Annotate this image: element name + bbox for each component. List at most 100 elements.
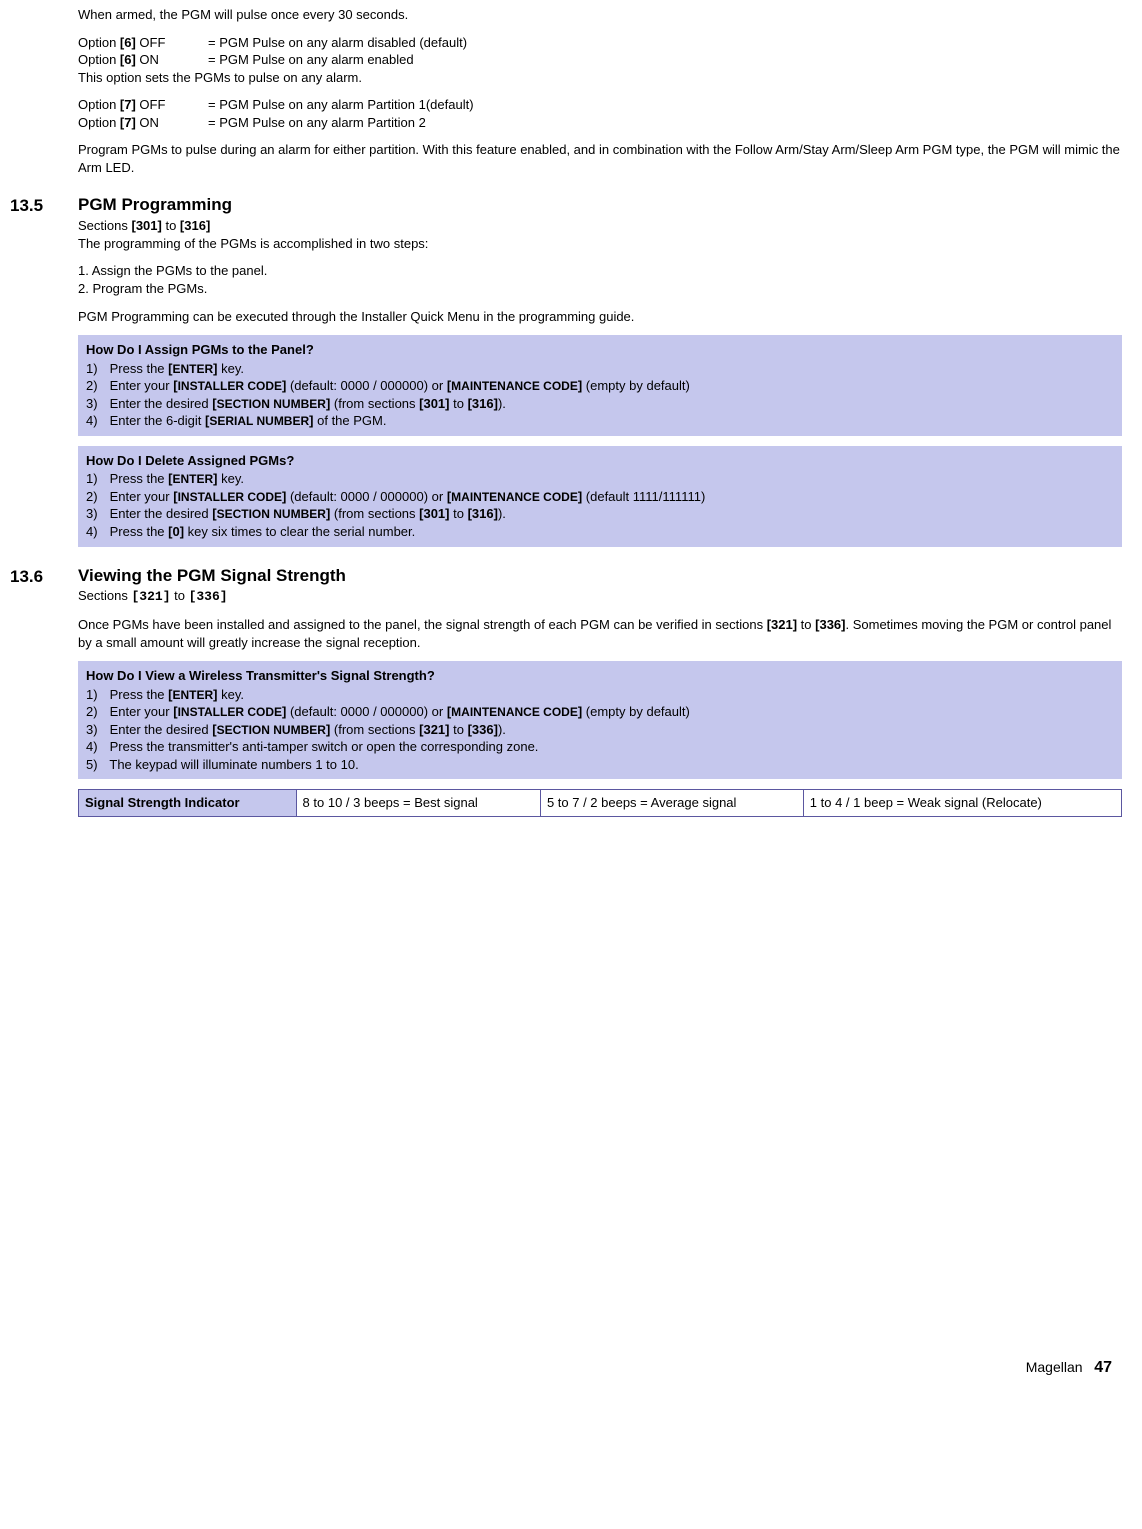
t: (from sections [330, 722, 419, 737]
page-footer: Magellan 47 [10, 1357, 1132, 1379]
box-assign-list: 1) Press the [ENTER] key. 2) Enter your … [86, 360, 1114, 430]
t: to [450, 396, 468, 411]
t: [316] [468, 396, 498, 411]
t: (default: 0000 / 000000) or [286, 489, 446, 504]
sec135-sub-b2: [316] [180, 218, 210, 233]
opt7-on-row: Option [7] ON = PGM Pulse on any alarm P… [78, 114, 1122, 132]
list-item: 1) Press the [ENTER] key. [86, 470, 1114, 488]
sec135-sub-b1: [301] [131, 218, 161, 233]
sec135-steps: 1. Assign the PGMs to the panel. 2. Prog… [78, 262, 1122, 297]
list-item: 3) Enter the desired [SECTION NUMBER] (f… [86, 505, 1114, 523]
opt6-on-row: Option [6] ON = PGM Pulse on any alarm e… [78, 51, 1122, 69]
list-item: 4) Press the transmitter's anti-tamper s… [86, 738, 1114, 756]
sig-best: 8 to 10 / 3 beeps = Best signal [296, 790, 540, 817]
t: key. [218, 471, 245, 486]
list-item: 2) Enter your [INSTALLER CODE] (default:… [86, 488, 1114, 506]
t: [321] [131, 589, 170, 604]
t: [301] [419, 396, 449, 411]
sec-13-6-title: Viewing the PGM Signal Strength [78, 565, 346, 588]
box-delete-list: 1) Press the [ENTER] key. 2) Enter your … [86, 470, 1114, 540]
pgm-para: Program PGMs to pulse during an alarm fo… [78, 141, 1122, 176]
sec-13-5-title-block: PGM Programming Sections [301] to [316] [78, 194, 232, 234]
sec-13-5-body: The programming of the PGMs is accomplis… [78, 235, 1122, 547]
t: Press the [110, 524, 169, 539]
section-13-5-header: 13.5 PGM Programming Sections [301] to [… [10, 194, 1132, 234]
t: (from sections [330, 396, 419, 411]
box-delete-pgms: How Do I Delete Assigned PGMs? 1) Press … [78, 446, 1122, 547]
t: (from sections [330, 506, 419, 521]
section-13-6-header: 13.6 Viewing the PGM Signal Strength Sec… [10, 565, 1132, 606]
enter-key: [ENTER] [168, 687, 217, 702]
section-number-key: [SECTION NUMBER] [212, 396, 330, 411]
t: Enter your [110, 489, 174, 504]
t: Once PGMs have been installed and assign… [78, 617, 767, 632]
t: to [797, 617, 815, 632]
section-number-key: [SECTION NUMBER] [212, 722, 330, 737]
sec135-step1: 1. Assign the PGMs to the panel. [78, 262, 1122, 280]
t: [336] [189, 589, 228, 604]
footer-product: Magellan [1026, 1359, 1083, 1375]
signal-strength-table: Signal Strength Indicator 8 to 10 / 3 be… [78, 789, 1122, 817]
sec-13-6-body: Once PGMs have been installed and assign… [78, 616, 1122, 817]
installer-code-key: [INSTALLER CODE] [173, 704, 286, 719]
t: key. [218, 361, 245, 376]
t: Enter your [110, 378, 174, 393]
enter-key: [ENTER] [168, 471, 217, 486]
t: (default 1111/111111) [582, 489, 705, 504]
t: (empty by default) [582, 704, 690, 719]
t: [336] [815, 617, 845, 632]
maintenance-code-key: [MAINTENANCE CODE] [447, 704, 582, 719]
sig-weak: 1 to 4 / 1 beep = Weak signal (Relocate) [803, 790, 1121, 817]
t: Enter the desired [110, 396, 213, 411]
list-item: 1) Press the [ENTER] key. [86, 686, 1114, 704]
sec135-line1: The programming of the PGMs is accomplis… [78, 235, 1122, 253]
installer-code-key: [INSTALLER CODE] [173, 378, 286, 393]
t: Press the [110, 471, 169, 486]
t: [316] [468, 506, 498, 521]
t: Enter your [110, 704, 174, 719]
opt6-off-right: = PGM Pulse on any alarm disabled (defau… [208, 34, 467, 52]
t: Press the transmitter's anti-tamper swit… [110, 739, 539, 754]
opt7-on-right: = PGM Pulse on any alarm Partition 2 [208, 114, 426, 132]
zero-key: [0] [168, 524, 184, 539]
sec135-sub-pre: Sections [78, 218, 131, 233]
installer-code-key: [INSTALLER CODE] [173, 489, 286, 504]
opt6-off-left: Option [6] OFF [78, 34, 208, 52]
t: key. [218, 687, 245, 702]
opt6-off-row: Option [6] OFF = PGM Pulse on any alarm … [78, 34, 1122, 52]
list-item: 2) Enter your [INSTALLER CODE] (default:… [86, 377, 1114, 395]
t: (empty by default) [582, 378, 690, 393]
t: ). [498, 396, 506, 411]
t: to [450, 506, 468, 521]
opt6-on-right: = PGM Pulse on any alarm enabled [208, 51, 414, 69]
opt7-on-left: Option [7] ON [78, 114, 208, 132]
t: The keypad will illuminate numbers 1 to … [109, 757, 358, 772]
list-item: 3) Enter the desired [SECTION NUMBER] (f… [86, 721, 1114, 739]
sec-13-6-title-block: Viewing the PGM Signal Strength Sections… [78, 565, 346, 606]
sec-13-6-sub: Sections [321] to [336] [78, 587, 346, 606]
option7-block: Option [7] OFF = PGM Pulse on any alarm … [78, 96, 1122, 131]
opt6-note: This option sets the PGMs to pulse on an… [78, 69, 1122, 87]
box-signal-strength: How Do I View a Wireless Transmitter's S… [78, 661, 1122, 779]
box-signal-title: How Do I View a Wireless Transmitter's S… [86, 667, 1114, 685]
box-assign-title: How Do I Assign PGMs to the Panel? [86, 341, 1114, 359]
list-item: 5) The keypad will illuminate numbers 1 … [86, 756, 1114, 774]
opt7-off-left: Option [7] OFF [78, 96, 208, 114]
sig-avg: 5 to 7 / 2 beeps = Average signal [540, 790, 803, 817]
list-item: 2) Enter your [INSTALLER CODE] (default:… [86, 703, 1114, 721]
list-item: 1) Press the [ENTER] key. [86, 360, 1114, 378]
t: [336] [468, 722, 498, 737]
t: [301] [419, 506, 449, 521]
sec135-step2: 2. Program the PGMs. [78, 280, 1122, 298]
sec136-para: Once PGMs have been installed and assign… [78, 616, 1122, 651]
t: (default: 0000 / 000000) or [286, 378, 446, 393]
t: [321] [767, 617, 797, 632]
t: [321] [419, 722, 449, 737]
t: to [450, 722, 468, 737]
maintenance-code-key: [MAINTENANCE CODE] [447, 489, 582, 504]
t: ). [498, 506, 506, 521]
box-assign-pgms: How Do I Assign PGMs to the Panel? 1) Pr… [78, 335, 1122, 436]
serial-number-key: [SERIAL NUMBER] [205, 413, 313, 428]
box-delete-title: How Do I Delete Assigned PGMs? [86, 452, 1114, 470]
opt6-on-left: Option [6] ON [78, 51, 208, 69]
